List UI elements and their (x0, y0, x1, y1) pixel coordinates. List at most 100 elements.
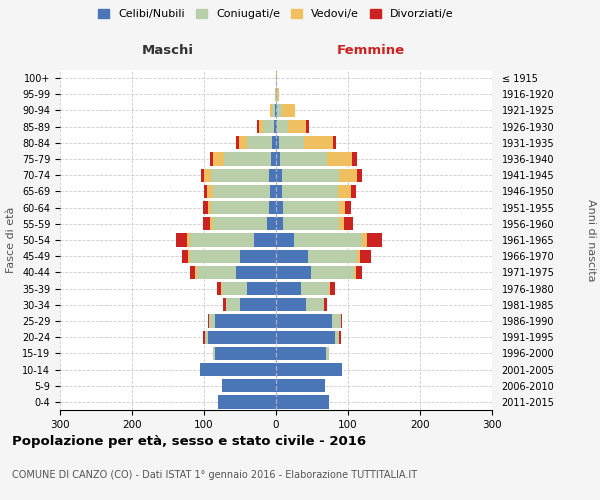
Bar (214, 346, 215, 360)
Bar (271, 152, 276, 166)
Bar (190, 234, 254, 246)
Bar (277, 120, 288, 134)
Bar (203, 201, 208, 214)
Bar (211, 201, 269, 214)
Bar (269, 201, 276, 214)
Bar (215, 346, 276, 360)
Bar (201, 168, 204, 182)
Bar (263, 120, 274, 134)
Bar (338, 185, 351, 198)
Bar (208, 330, 276, 344)
Text: Popolazione per età, sesso e stato civile - 2016: Popolazione per età, sesso e stato civil… (12, 435, 366, 448)
Bar (275, 104, 276, 117)
Bar (205, 330, 208, 344)
Bar (197, 266, 236, 279)
Bar (340, 168, 358, 182)
Bar (217, 282, 221, 295)
Bar (276, 185, 282, 198)
Bar (214, 152, 224, 166)
Bar (269, 168, 276, 182)
Bar (236, 266, 276, 279)
Bar (311, 266, 354, 279)
Bar (272, 104, 275, 117)
Bar (301, 282, 329, 295)
Bar (340, 330, 341, 344)
Bar (276, 282, 301, 295)
Bar (276, 136, 279, 149)
Text: Anni di nascita: Anni di nascita (586, 198, 596, 281)
Text: Maschi: Maschi (142, 44, 194, 58)
Bar (176, 234, 187, 246)
Bar (276, 330, 335, 344)
Bar (362, 234, 367, 246)
Bar (294, 234, 362, 246)
Bar (236, 136, 239, 149)
Bar (276, 104, 277, 117)
Bar (212, 185, 270, 198)
Bar (276, 266, 311, 279)
Bar (269, 104, 272, 117)
Bar (360, 250, 371, 263)
Bar (341, 314, 342, 328)
Bar (344, 217, 353, 230)
Bar (272, 136, 276, 149)
Bar (277, 104, 282, 117)
Bar (239, 136, 247, 149)
Bar (204, 185, 207, 198)
Bar (280, 152, 327, 166)
Bar (224, 152, 271, 166)
Bar (354, 266, 356, 279)
Bar (222, 282, 247, 295)
Bar (283, 201, 340, 214)
Bar (211, 168, 269, 182)
Bar (218, 396, 276, 408)
Bar (276, 72, 277, 85)
Bar (329, 282, 330, 295)
Bar (332, 314, 341, 328)
Bar (276, 120, 277, 134)
Bar (288, 120, 306, 134)
Bar (330, 282, 335, 295)
Bar (276, 363, 342, 376)
Bar (276, 298, 306, 312)
Bar (190, 250, 240, 263)
Bar (187, 234, 190, 246)
Bar (208, 314, 209, 328)
Bar (182, 250, 188, 263)
Bar (276, 88, 277, 101)
Bar (327, 152, 352, 166)
Bar (209, 314, 215, 328)
Bar (254, 234, 276, 246)
Legend: Celibi/Nubili, Coniugati/e, Vedovi/e, Divorziati/e: Celibi/Nubili, Coniugati/e, Vedovi/e, Di… (95, 6, 457, 22)
Bar (247, 282, 276, 295)
Bar (326, 346, 329, 360)
Bar (276, 217, 283, 230)
Bar (203, 330, 205, 344)
Bar (276, 201, 283, 214)
Bar (276, 234, 294, 246)
Bar (282, 104, 295, 117)
Bar (358, 168, 362, 182)
Bar (352, 152, 358, 166)
Bar (367, 234, 382, 246)
Bar (276, 346, 326, 360)
Bar (308, 250, 358, 263)
Bar (270, 185, 276, 198)
Bar (277, 88, 279, 101)
Bar (356, 266, 362, 279)
Bar (276, 152, 280, 166)
Bar (324, 298, 327, 312)
Bar (282, 185, 338, 198)
Bar (203, 217, 211, 230)
Bar (208, 201, 211, 214)
Bar (306, 298, 324, 312)
Bar (257, 120, 259, 134)
Bar (226, 298, 240, 312)
Bar (214, 217, 268, 230)
Text: COMUNE DI CANZO (CO) - Dati ISTAT 1° gennaio 2016 - Elaborazione TUTTITALIA.IT: COMUNE DI CANZO (CO) - Dati ISTAT 1° gen… (12, 470, 417, 480)
Bar (274, 120, 276, 134)
Bar (335, 330, 340, 344)
Bar (215, 314, 276, 328)
Bar (340, 217, 344, 230)
Bar (345, 201, 351, 214)
